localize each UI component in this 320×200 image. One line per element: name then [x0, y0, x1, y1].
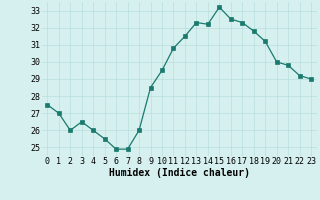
X-axis label: Humidex (Indice chaleur): Humidex (Indice chaleur) — [109, 168, 250, 178]
